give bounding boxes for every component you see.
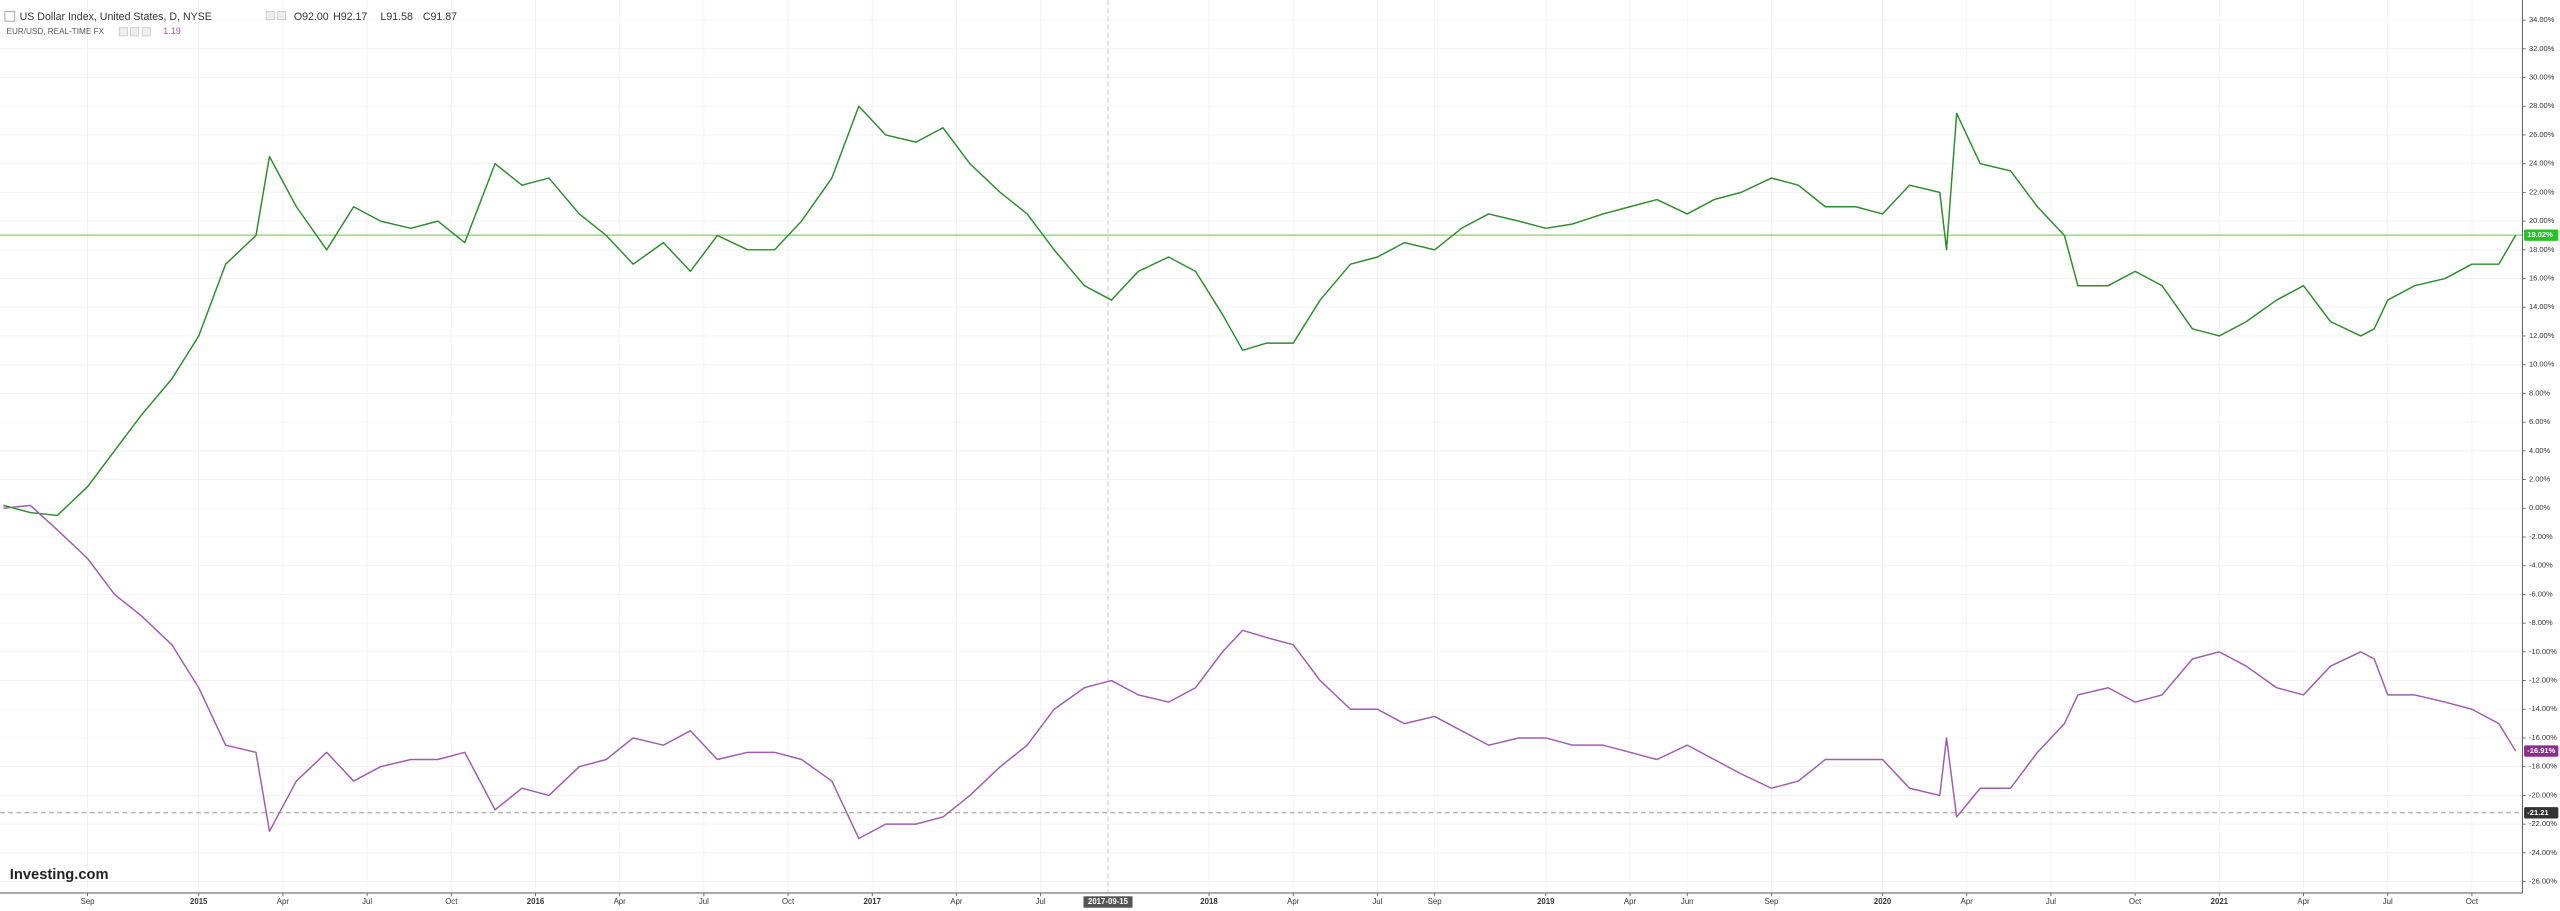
y-tick-label: 0.00%: [2529, 503, 2551, 512]
x-tick-label: Sep: [81, 897, 96, 906]
x-tick-label: Apr: [2297, 897, 2310, 906]
y-tick-label: 18.00%: [2529, 245, 2555, 254]
symbol-title: US Dollar Index, United States, D, NYSE: [20, 11, 212, 23]
y-tick-label: -6.00%: [2529, 589, 2553, 598]
x-tick-label: 2016: [527, 897, 545, 906]
y-tick-label: 6.00%: [2529, 417, 2551, 426]
ohlc-low: L91.58: [380, 11, 413, 23]
x-tick-label: Jun: [1681, 897, 1694, 906]
y-tick-label: -4.00%: [2529, 561, 2553, 570]
y-tick-label: -14.00%: [2529, 704, 2557, 713]
collapse-icon[interactable]: [4, 11, 16, 22]
ohlc-high: H92.17: [333, 11, 367, 23]
x-tick-label: Jul: [362, 897, 372, 906]
price-badge-label: -21.21: [2527, 808, 2548, 817]
x-tick-label: Oct: [782, 897, 795, 906]
y-tick-label: 2.00%: [2529, 475, 2551, 484]
x-tick-label: Oct: [2129, 897, 2142, 906]
x-tick-label: Jul: [2046, 897, 2056, 906]
y-tick-label: -16.00%: [2529, 733, 2557, 742]
x-tick-label: Jul: [1372, 897, 1382, 906]
x-tick-label: Apr: [950, 897, 963, 906]
y-tick-label: -26.00%: [2529, 877, 2557, 886]
x-tick-label: Jul: [1036, 897, 1046, 906]
y-tick-label: -2.00%: [2529, 532, 2553, 541]
x-tick-label: Oct: [445, 897, 458, 906]
y-tick-label: 26.00%: [2529, 130, 2555, 139]
x-tick-label: 2020: [1874, 897, 1892, 906]
x-tick-label: Apr: [614, 897, 627, 906]
y-tick-label: 10.00%: [2529, 360, 2555, 369]
price-badge: [2524, 807, 2559, 819]
x-tick-label: Apr: [277, 897, 290, 906]
x-tick-label: 2017: [864, 897, 882, 906]
y-tick-label: 22.00%: [2529, 187, 2555, 196]
crosshair-label: 2017-09-15: [1088, 897, 1129, 906]
y-tick-label: 16.00%: [2529, 274, 2555, 283]
x-tick-label: Sep: [1428, 897, 1443, 906]
price-badge: [2524, 745, 2559, 757]
y-tick-label: 30.00%: [2529, 73, 2555, 82]
y-tick-label: 14.00%: [2529, 302, 2555, 311]
x-tick-label: 2015: [190, 897, 208, 906]
y-tick-label: 28.00%: [2529, 101, 2555, 110]
x-tick-label: 2021: [2211, 897, 2229, 906]
x-tick-label: Oct: [2466, 897, 2479, 906]
x-tick-label: Jul: [2383, 897, 2393, 906]
compare-value: 1.19: [163, 26, 180, 36]
icon[interactable]: [118, 27, 128, 37]
y-tick-label: -12.00%: [2529, 676, 2557, 685]
y-tick-label: 12.00%: [2529, 331, 2555, 340]
axes: -26.00% -24.00% -22.00% -20.00% -18.00% -16.0…: [81, 15, 2559, 908]
x-tick-label: Jul: [699, 897, 709, 906]
price-badge: [2524, 229, 2559, 241]
y-tick-label: -20.00%: [2529, 790, 2557, 799]
watermark: Investing.com: [10, 867, 109, 883]
x-tick-label: Apr: [1961, 897, 1974, 906]
plot-area: [0, 0, 2523, 894]
y-tick-label: -24.00%: [2529, 848, 2557, 857]
x-tick-label: Sep: [1764, 897, 1779, 906]
icon[interactable]: [130, 27, 140, 37]
ohlc-open: O92.00: [294, 11, 329, 23]
ohlc-close: C91.87: [423, 11, 457, 23]
y-tick-label: -8.00%: [2529, 618, 2553, 627]
legend: US Dollar Index, United States, D, NYSE …: [4, 11, 457, 37]
price-badge-label: -16.91%: [2527, 746, 2555, 755]
x-tick-label: 2019: [1537, 897, 1555, 906]
icon[interactable]: [265, 11, 275, 20]
y-tick-label: 8.00%: [2529, 388, 2551, 397]
compare-title: EUR/USD, REAL-TIME FX: [7, 27, 105, 36]
x-tick-label: Apr: [1287, 897, 1300, 906]
y-tick-label: 4.00%: [2529, 446, 2551, 455]
price-badge-label: 19.02%: [2527, 230, 2553, 239]
series-line: [3, 105, 2517, 517]
x-tick-label: 2018: [1200, 897, 1218, 906]
x-tick-label: Apr: [1624, 897, 1637, 906]
y-tick-label: -22.00%: [2529, 819, 2557, 828]
y-tick-label: 32.00%: [2529, 44, 2555, 53]
y-tick-label: 34.00%: [2529, 15, 2555, 24]
series-line: [3, 504, 2517, 840]
crosshair-badge: [1083, 896, 1133, 908]
y-tick-label: -10.00%: [2529, 647, 2557, 656]
y-tick-label: 24.00%: [2529, 159, 2555, 168]
icon[interactable]: [277, 11, 287, 20]
icon[interactable]: [141, 27, 151, 37]
y-tick-label: 20.00%: [2529, 216, 2555, 225]
y-tick-label: -18.00%: [2529, 762, 2557, 771]
